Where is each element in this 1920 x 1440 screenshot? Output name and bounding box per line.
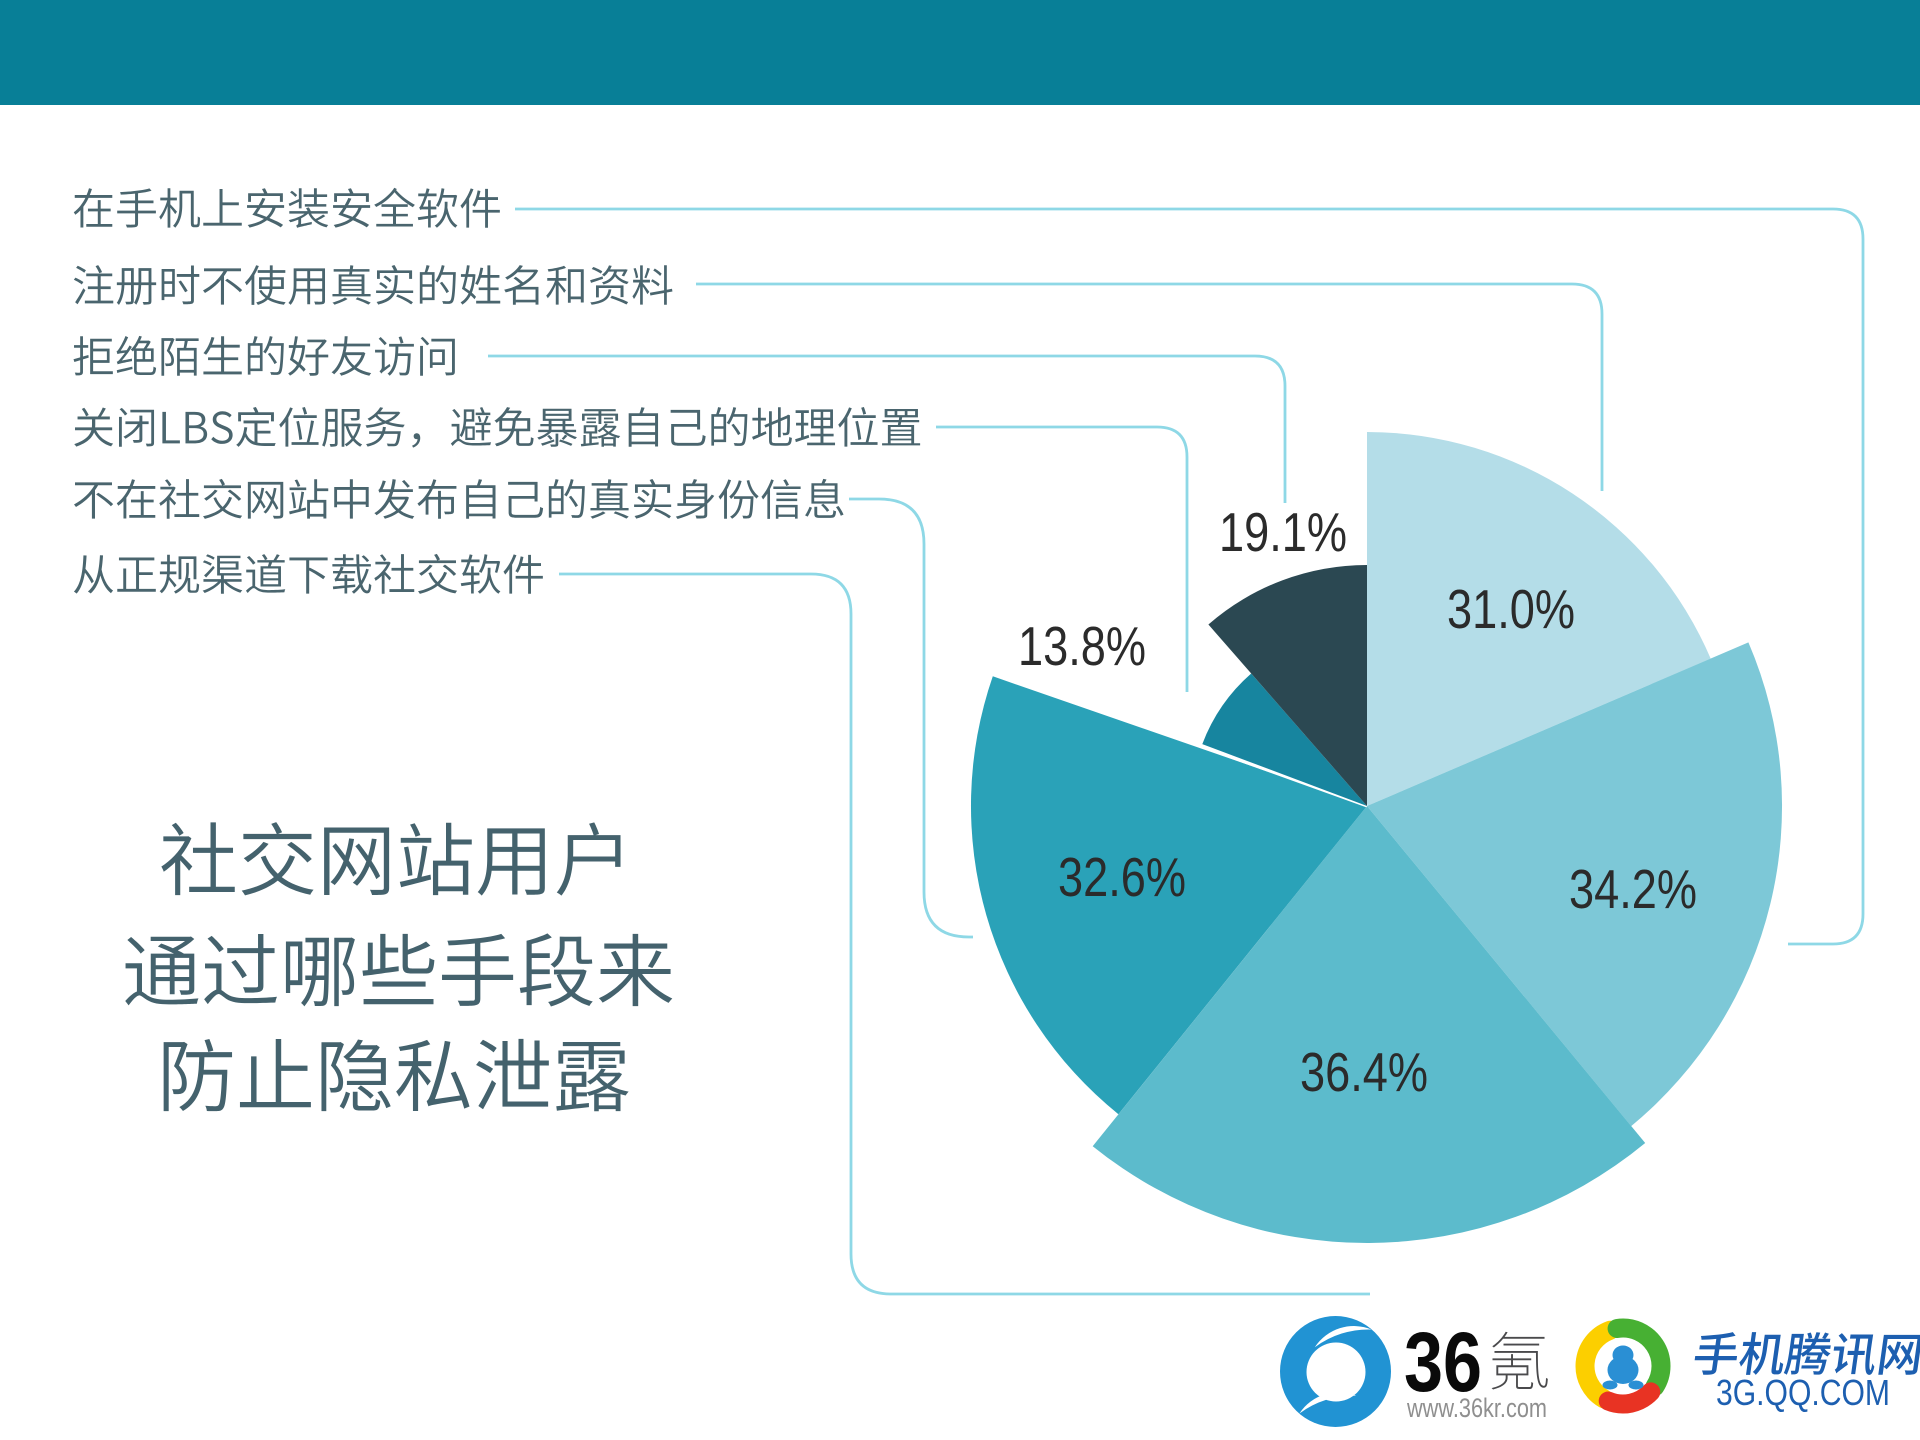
svg-text:19.1%: 19.1%	[1219, 501, 1347, 563]
svg-text:31.0%: 31.0%	[1447, 578, 1575, 640]
svg-text:34.2%: 34.2%	[1569, 858, 1697, 920]
svg-text:36.4%: 36.4%	[1300, 1041, 1428, 1103]
svg-text:36: 36	[1404, 1315, 1482, 1409]
svg-text:32.6%: 32.6%	[1058, 846, 1186, 908]
svg-text:www.36kr.com: www.36kr.com	[1406, 1393, 1547, 1423]
svg-text:13.8%: 13.8%	[1018, 615, 1146, 677]
svg-text:3G.QQ.COM: 3G.QQ.COM	[1716, 1372, 1890, 1413]
